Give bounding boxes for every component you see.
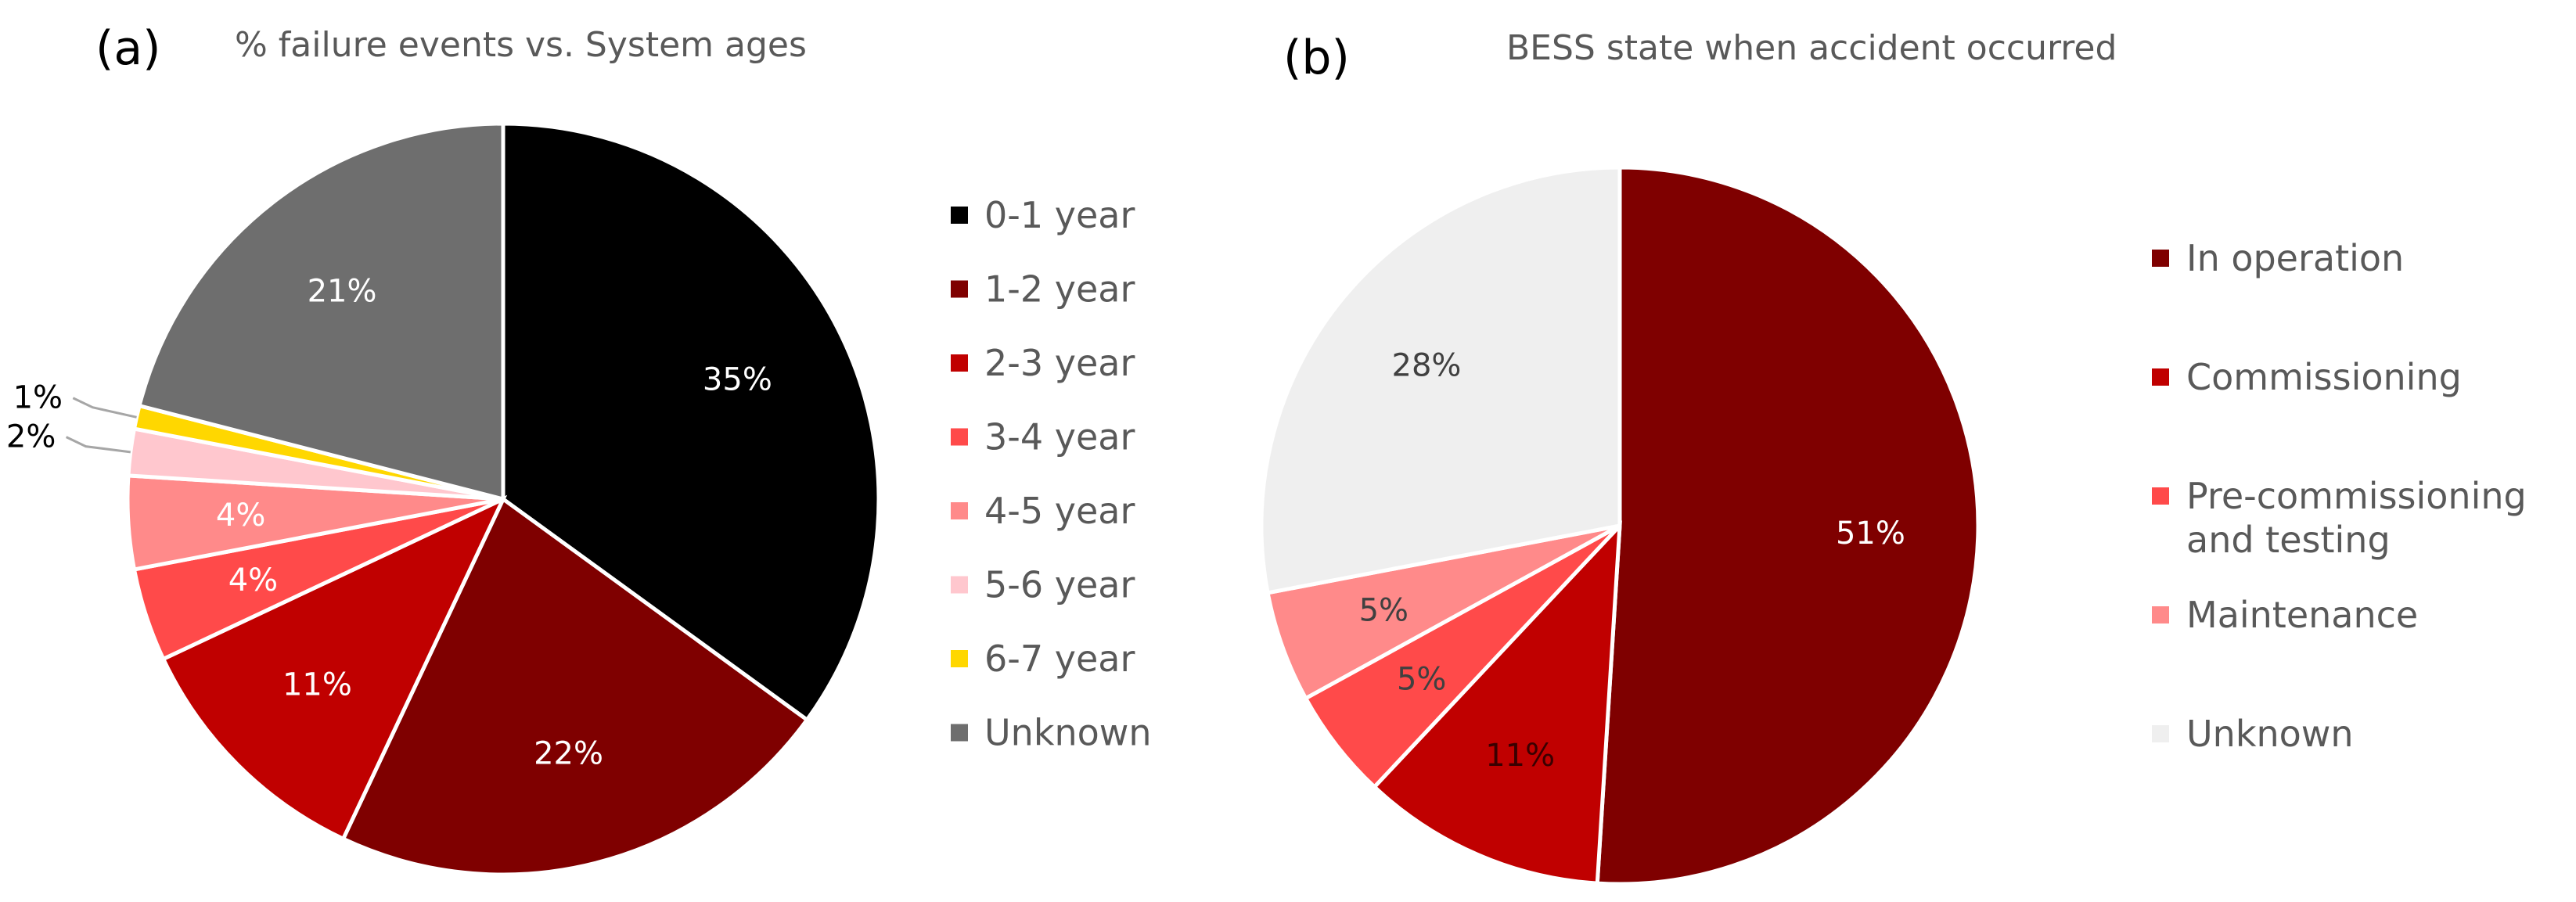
- legend-label: 6-7 year: [984, 638, 1135, 680]
- legend-swatch: [2152, 606, 2169, 623]
- legend-item: 6-7 year: [951, 638, 1135, 680]
- legend-swatch: [951, 576, 968, 594]
- legend-swatch: [951, 502, 968, 519]
- legend-label: In operation: [2186, 237, 2404, 279]
- pie-slice-unknown: [1259, 165, 1622, 595]
- pie-slice-unknown: [137, 121, 505, 502]
- legend-swatch: [2152, 368, 2169, 386]
- legend-swatch: [951, 280, 968, 298]
- slice-value-label: 11%: [282, 667, 352, 703]
- legend-swatch: [951, 724, 968, 742]
- legend-label: Pre-commissioning: [2186, 475, 2527, 517]
- legend-swatch: [951, 428, 968, 446]
- panel-a-failure-by-age: (a) % failure events vs. System ages 35%…: [6, 21, 1152, 877]
- slice-value-label: 5%: [1359, 593, 1409, 629]
- legend-item: 0-1 year: [951, 194, 1135, 236]
- legend-label: 1-2 year: [984, 268, 1135, 311]
- legend-label: Commissioning: [2186, 356, 2462, 398]
- legend-swatch: [951, 207, 968, 224]
- legend-item: 4-5 year: [951, 490, 1135, 532]
- legend-label: Unknown: [984, 712, 1152, 754]
- legend-item: Maintenance: [2152, 594, 2418, 636]
- pie-slice-commissioning: [1371, 520, 1622, 886]
- legend-item: Unknown: [951, 712, 1152, 754]
- slice-value-label: 35%: [703, 361, 772, 397]
- pie-slice-maintenance: [1265, 523, 1621, 702]
- slice-value-label: 21%: [308, 274, 377, 310]
- legend-label: 5-6 year: [984, 564, 1135, 606]
- pie-slice-pre-commissioning-and-testing: [1303, 523, 1621, 790]
- panel-a-title: % failure events vs. System ages: [235, 25, 807, 65]
- legend-label: 0-1 year: [984, 194, 1135, 236]
- legend-label: 3-4 year: [984, 416, 1135, 458]
- panel-b-title: BESS state when accident occurred: [1506, 28, 2117, 68]
- legend-item: 3-4 year: [951, 416, 1135, 458]
- legend-swatch: [951, 650, 968, 667]
- legend-item: In operation: [2152, 237, 2404, 279]
- legend-item: 1-2 year: [951, 268, 1135, 311]
- legend-item: Unknown: [2152, 713, 2354, 755]
- panel-a-letter: (a): [95, 21, 161, 76]
- legend-label: and testing: [2186, 519, 2391, 561]
- legend-item: 5-6 year: [951, 564, 1135, 606]
- legend-item: Commissioning: [2152, 356, 2462, 398]
- panel-b-pie: 51% 11% 5% 5% 28%: [1259, 165, 1981, 886]
- panel-b-legend: In operation Commissioning Pre-commissioni…: [2152, 237, 2527, 755]
- legend-item: 2-3 year: [951, 342, 1135, 384]
- legend-label: Maintenance: [2186, 594, 2418, 636]
- slice-value-label: 2%: [6, 419, 56, 455]
- legend-label: Unknown: [2186, 713, 2354, 755]
- slice-value-label: 11%: [1485, 738, 1555, 774]
- legend-swatch: [2152, 487, 2169, 505]
- legend-swatch: [951, 354, 968, 372]
- pie-slice-in-operation: [1595, 165, 1981, 886]
- panel-b-letter: (b): [1283, 31, 1350, 85]
- panel-a-legend: 0-1 year 1-2 year 2-3 year 3-4 year 4-5 year…: [951, 194, 1152, 754]
- slice-value-label: 4%: [228, 562, 278, 598]
- leader-line: [65, 436, 131, 454]
- slice-value-label: 1%: [13, 380, 63, 416]
- legend-label: 2-3 year: [984, 342, 1135, 384]
- slice-value-label: 4%: [216, 498, 265, 534]
- pie-slice-2-3-year: [160, 494, 508, 842]
- slice-value-label: 28%: [1392, 348, 1462, 384]
- panel-a-pie: 35% 22% 11% 4% 4% 2%1% 21%: [6, 121, 881, 877]
- slice-value-label: 51%: [1836, 516, 1905, 552]
- legend-swatch: [2152, 725, 2169, 742]
- slice-value-label: 5%: [1397, 661, 1446, 697]
- leader-line: [72, 397, 137, 419]
- slice-value-label: 22%: [534, 735, 603, 771]
- legend-label: 4-5 year: [984, 490, 1135, 532]
- panel-b-bess-state: (b) BESS state when accident occurred 51…: [1259, 28, 2527, 886]
- pie-slice-0-1-year: [501, 121, 881, 723]
- legend-swatch: [2152, 250, 2169, 267]
